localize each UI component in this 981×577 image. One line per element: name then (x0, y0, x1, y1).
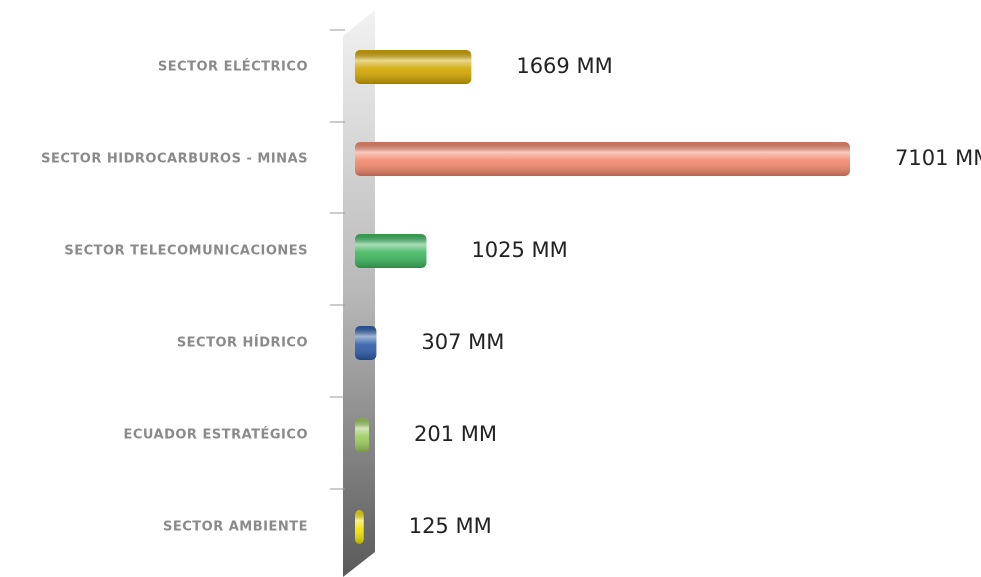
category-label: SECTOR AMBIENTE (163, 520, 308, 535)
value-label: 1025 MM (471, 238, 567, 262)
value-label: 125 MM (409, 514, 492, 538)
bar (355, 418, 370, 452)
axis-wall (343, 10, 375, 577)
category-label: SECTOR TELECOMUNICACIONES (64, 244, 308, 259)
category-label: SECTOR HIDROCARBUROS - MINAS (41, 152, 308, 167)
bar (355, 510, 364, 544)
value-label: 7101 MM (895, 146, 981, 170)
bar (355, 234, 427, 268)
category-label: SECTOR HÍDRICO (177, 335, 308, 351)
separators (330, 29, 345, 490)
bar (355, 142, 850, 176)
category-label: SECTOR ELÉCTRICO (158, 59, 308, 75)
value-label: 201 MM (414, 422, 497, 446)
value-label: 1669 MM (516, 54, 612, 78)
bar (355, 50, 472, 84)
category-label: ECUADOR ESTRATÉGICO (123, 427, 308, 443)
bar (355, 326, 377, 360)
value-label: 307 MM (421, 330, 504, 354)
